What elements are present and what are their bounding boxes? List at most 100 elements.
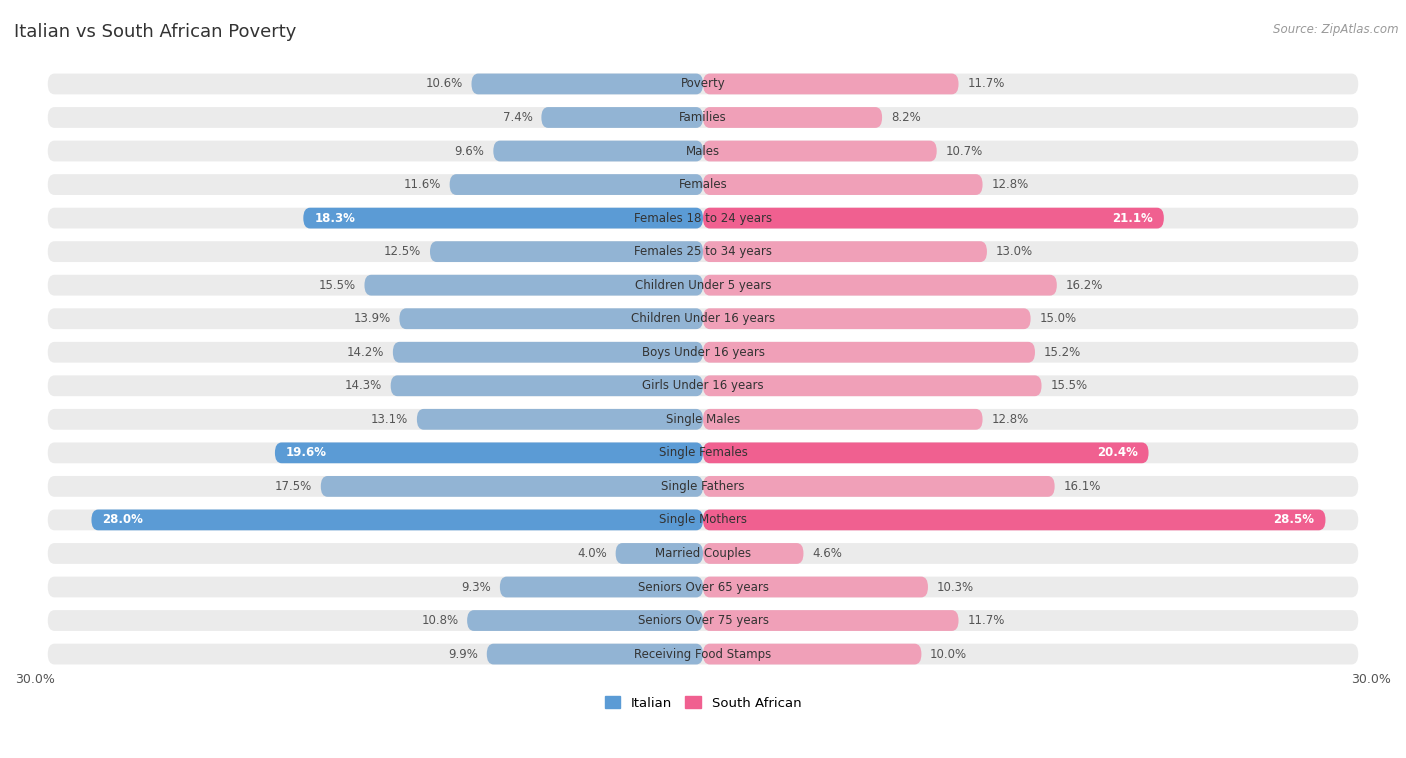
Text: 12.8%: 12.8% bbox=[991, 178, 1029, 191]
FancyBboxPatch shape bbox=[48, 375, 1358, 396]
Text: Boys Under 16 years: Boys Under 16 years bbox=[641, 346, 765, 359]
FancyBboxPatch shape bbox=[703, 476, 1054, 496]
Text: 4.6%: 4.6% bbox=[813, 547, 842, 560]
FancyBboxPatch shape bbox=[91, 509, 703, 531]
Text: 15.2%: 15.2% bbox=[1043, 346, 1081, 359]
Text: Single Mothers: Single Mothers bbox=[659, 513, 747, 526]
FancyBboxPatch shape bbox=[467, 610, 703, 631]
Text: 13.0%: 13.0% bbox=[995, 245, 1033, 258]
Text: Children Under 5 years: Children Under 5 years bbox=[634, 279, 772, 292]
FancyBboxPatch shape bbox=[48, 443, 1358, 463]
FancyBboxPatch shape bbox=[486, 644, 703, 665]
FancyBboxPatch shape bbox=[703, 74, 959, 94]
FancyBboxPatch shape bbox=[304, 208, 703, 228]
Text: Girls Under 16 years: Girls Under 16 years bbox=[643, 379, 763, 393]
FancyBboxPatch shape bbox=[703, 610, 959, 631]
FancyBboxPatch shape bbox=[703, 241, 987, 262]
FancyBboxPatch shape bbox=[48, 309, 1358, 329]
FancyBboxPatch shape bbox=[48, 208, 1358, 228]
FancyBboxPatch shape bbox=[48, 610, 1358, 631]
FancyBboxPatch shape bbox=[703, 208, 1164, 228]
FancyBboxPatch shape bbox=[48, 644, 1358, 665]
Text: 7.4%: 7.4% bbox=[503, 111, 533, 124]
FancyBboxPatch shape bbox=[703, 375, 1042, 396]
FancyBboxPatch shape bbox=[48, 476, 1358, 496]
FancyBboxPatch shape bbox=[276, 443, 703, 463]
FancyBboxPatch shape bbox=[392, 342, 703, 362]
Text: Females 18 to 24 years: Females 18 to 24 years bbox=[634, 211, 772, 224]
FancyBboxPatch shape bbox=[48, 577, 1358, 597]
Text: Single Males: Single Males bbox=[666, 413, 740, 426]
Text: 18.3%: 18.3% bbox=[314, 211, 356, 224]
FancyBboxPatch shape bbox=[703, 543, 803, 564]
Text: Males: Males bbox=[686, 145, 720, 158]
Text: 16.1%: 16.1% bbox=[1063, 480, 1101, 493]
FancyBboxPatch shape bbox=[321, 476, 703, 496]
FancyBboxPatch shape bbox=[418, 409, 703, 430]
FancyBboxPatch shape bbox=[364, 275, 703, 296]
FancyBboxPatch shape bbox=[48, 141, 1358, 161]
FancyBboxPatch shape bbox=[703, 275, 1057, 296]
FancyBboxPatch shape bbox=[48, 275, 1358, 296]
Text: 11.7%: 11.7% bbox=[967, 77, 1005, 90]
Text: 12.5%: 12.5% bbox=[384, 245, 422, 258]
Text: 10.8%: 10.8% bbox=[422, 614, 458, 627]
Text: Single Fathers: Single Fathers bbox=[661, 480, 745, 493]
FancyBboxPatch shape bbox=[616, 543, 703, 564]
FancyBboxPatch shape bbox=[48, 74, 1358, 94]
Text: Single Females: Single Females bbox=[658, 446, 748, 459]
Text: Children Under 16 years: Children Under 16 years bbox=[631, 312, 775, 325]
FancyBboxPatch shape bbox=[501, 577, 703, 597]
Text: 10.0%: 10.0% bbox=[931, 647, 967, 660]
Text: Seniors Over 65 years: Seniors Over 65 years bbox=[637, 581, 769, 594]
FancyBboxPatch shape bbox=[48, 342, 1358, 362]
FancyBboxPatch shape bbox=[48, 241, 1358, 262]
Text: 15.0%: 15.0% bbox=[1039, 312, 1077, 325]
Text: Females: Females bbox=[679, 178, 727, 191]
FancyBboxPatch shape bbox=[703, 309, 1031, 329]
Text: 15.5%: 15.5% bbox=[1050, 379, 1087, 393]
FancyBboxPatch shape bbox=[703, 443, 1149, 463]
FancyBboxPatch shape bbox=[48, 174, 1358, 195]
Text: Italian vs South African Poverty: Italian vs South African Poverty bbox=[14, 23, 297, 41]
Text: 8.2%: 8.2% bbox=[891, 111, 921, 124]
FancyBboxPatch shape bbox=[48, 543, 1358, 564]
Text: 17.5%: 17.5% bbox=[274, 480, 312, 493]
Text: 10.7%: 10.7% bbox=[945, 145, 983, 158]
Text: 20.4%: 20.4% bbox=[1097, 446, 1137, 459]
Text: 14.2%: 14.2% bbox=[347, 346, 384, 359]
Text: Poverty: Poverty bbox=[681, 77, 725, 90]
FancyBboxPatch shape bbox=[48, 409, 1358, 430]
Text: 28.5%: 28.5% bbox=[1274, 513, 1315, 526]
FancyBboxPatch shape bbox=[703, 141, 936, 161]
FancyBboxPatch shape bbox=[391, 375, 703, 396]
FancyBboxPatch shape bbox=[541, 107, 703, 128]
Text: 13.9%: 13.9% bbox=[353, 312, 391, 325]
Text: 12.8%: 12.8% bbox=[991, 413, 1029, 426]
Text: Females 25 to 34 years: Females 25 to 34 years bbox=[634, 245, 772, 258]
FancyBboxPatch shape bbox=[430, 241, 703, 262]
Text: 10.3%: 10.3% bbox=[936, 581, 974, 594]
Text: Families: Families bbox=[679, 111, 727, 124]
FancyBboxPatch shape bbox=[703, 509, 1326, 531]
FancyBboxPatch shape bbox=[48, 509, 1358, 531]
Text: 9.3%: 9.3% bbox=[461, 581, 491, 594]
FancyBboxPatch shape bbox=[471, 74, 703, 94]
FancyBboxPatch shape bbox=[703, 409, 983, 430]
FancyBboxPatch shape bbox=[450, 174, 703, 195]
Text: 15.5%: 15.5% bbox=[319, 279, 356, 292]
Text: Receiving Food Stamps: Receiving Food Stamps bbox=[634, 647, 772, 660]
FancyBboxPatch shape bbox=[703, 174, 983, 195]
Text: 14.3%: 14.3% bbox=[344, 379, 382, 393]
Text: Married Couples: Married Couples bbox=[655, 547, 751, 560]
Legend: Italian, South African: Italian, South African bbox=[599, 691, 807, 715]
Text: 10.6%: 10.6% bbox=[426, 77, 463, 90]
FancyBboxPatch shape bbox=[48, 107, 1358, 128]
FancyBboxPatch shape bbox=[494, 141, 703, 161]
Text: 9.9%: 9.9% bbox=[449, 647, 478, 660]
Text: 21.1%: 21.1% bbox=[1112, 211, 1153, 224]
Text: 13.1%: 13.1% bbox=[371, 413, 408, 426]
FancyBboxPatch shape bbox=[399, 309, 703, 329]
FancyBboxPatch shape bbox=[703, 577, 928, 597]
Text: 30.0%: 30.0% bbox=[15, 673, 55, 686]
